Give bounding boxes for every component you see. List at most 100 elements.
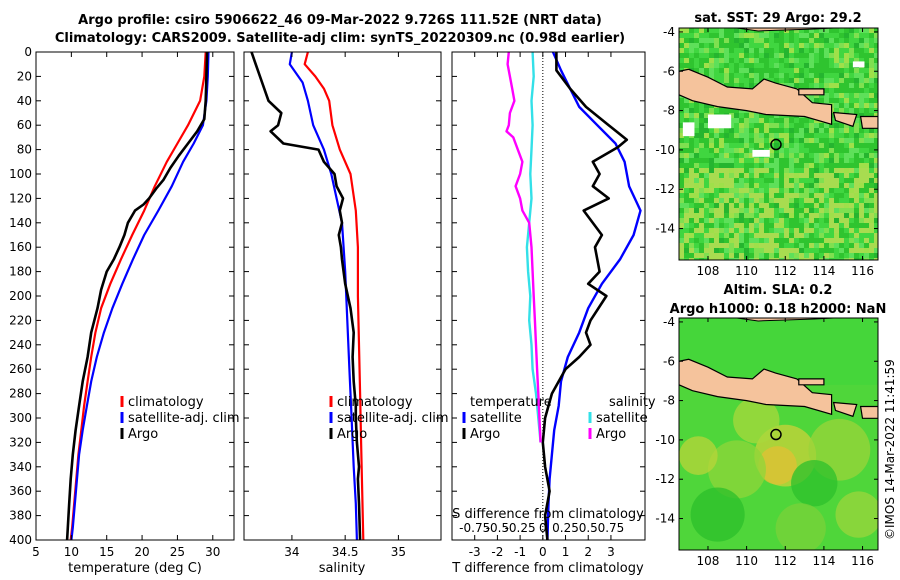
map-cell (704, 158, 710, 164)
map-cell (729, 183, 735, 189)
imos-stamp: ©IMOS 14-Mar-2022 11:41:59 (883, 359, 897, 540)
map-cell (744, 58, 750, 64)
map-cell (704, 28, 710, 34)
map-cell (734, 198, 740, 204)
map-cell (729, 148, 735, 154)
map-sla-subtitle: Argo h1000: 0.18 h2000: NaN (670, 302, 887, 317)
map-cell (804, 238, 810, 244)
y-tick-label: -12 (655, 472, 675, 486)
map-cell (739, 118, 745, 124)
map-cell (854, 148, 860, 154)
map-cell (824, 53, 830, 59)
map-cell (824, 213, 830, 219)
map-cell (729, 243, 735, 249)
map-cell (844, 98, 850, 104)
y-tick-label: 320 (9, 435, 32, 449)
map-cell (784, 143, 790, 149)
map-cell (744, 183, 750, 189)
map-cell (789, 68, 795, 74)
map-cell (819, 213, 825, 219)
sla-anomaly-blob (679, 436, 718, 475)
map-cell (804, 223, 810, 229)
map-cell (799, 73, 805, 79)
map-cell (859, 138, 865, 144)
map-cell (864, 143, 870, 149)
map-cell (714, 163, 720, 169)
map-cell (824, 163, 830, 169)
map-cell (719, 223, 725, 229)
map-cell (869, 148, 875, 154)
map-cell (834, 193, 840, 199)
map-cell (709, 213, 715, 219)
map-cell (759, 253, 765, 259)
map-cell (679, 63, 685, 69)
map-cell (799, 53, 805, 59)
map-cell (814, 183, 820, 189)
map-cell (779, 53, 785, 59)
map-cell (759, 173, 765, 179)
map-cell (844, 153, 850, 159)
map-cell (769, 178, 775, 184)
map-cell (824, 238, 830, 244)
map-cell (784, 28, 790, 34)
map-cell (694, 183, 700, 189)
map-cell (709, 138, 715, 144)
legend-label-argo: Argo (337, 427, 367, 442)
map-cell (689, 113, 695, 119)
map-cell (714, 238, 720, 244)
map-cell (824, 88, 830, 94)
map-cell (829, 203, 835, 209)
map-cell (844, 48, 850, 54)
map-cell (814, 198, 820, 204)
map-cell (829, 253, 835, 259)
map-cell (749, 28, 755, 34)
map-cell (704, 243, 710, 249)
map-cell (774, 218, 780, 224)
map-cell (704, 228, 710, 234)
map-cell (719, 58, 725, 64)
map-cell (829, 233, 835, 239)
map-cell (729, 158, 735, 164)
map-cell (769, 218, 775, 224)
map-cell (769, 33, 775, 39)
map-cell (709, 173, 715, 179)
map-cell (869, 68, 875, 74)
map-cell (699, 193, 705, 199)
map-cell (749, 213, 755, 219)
map-cell (779, 38, 785, 44)
argo-position-marker (770, 428, 782, 441)
map-cell (799, 28, 805, 34)
map-cell (869, 38, 875, 44)
map-cell (709, 218, 715, 224)
map-cell (859, 108, 865, 114)
x-tick-label: -3 (469, 545, 481, 559)
map-cell (839, 163, 845, 169)
map-cell (854, 118, 860, 124)
map-cell (859, 203, 865, 209)
x-tick-label: 114 (812, 264, 835, 278)
map-cell (799, 38, 805, 44)
map-cell (844, 158, 850, 164)
map-cell (874, 58, 878, 64)
map-cell (724, 208, 730, 214)
map-cell (704, 43, 710, 49)
map-cell (864, 148, 870, 154)
map-cell (869, 133, 875, 139)
map-cell (854, 123, 860, 129)
map-cell (684, 178, 690, 184)
map-cell (859, 78, 865, 84)
legend-label-climatology: climatology (128, 395, 204, 410)
map-cell (779, 248, 785, 254)
map-cell (694, 173, 700, 179)
map-cell (679, 53, 685, 59)
map-cell (824, 138, 830, 144)
map-cell (724, 63, 730, 69)
map-cell (739, 78, 745, 84)
map-cell (854, 253, 860, 259)
map-cell (854, 28, 860, 34)
map-cell (684, 203, 690, 209)
map-cell (694, 68, 700, 74)
map-cell (714, 208, 720, 214)
legend-title-salinity: salinity (609, 395, 656, 410)
map-cell (874, 253, 878, 259)
